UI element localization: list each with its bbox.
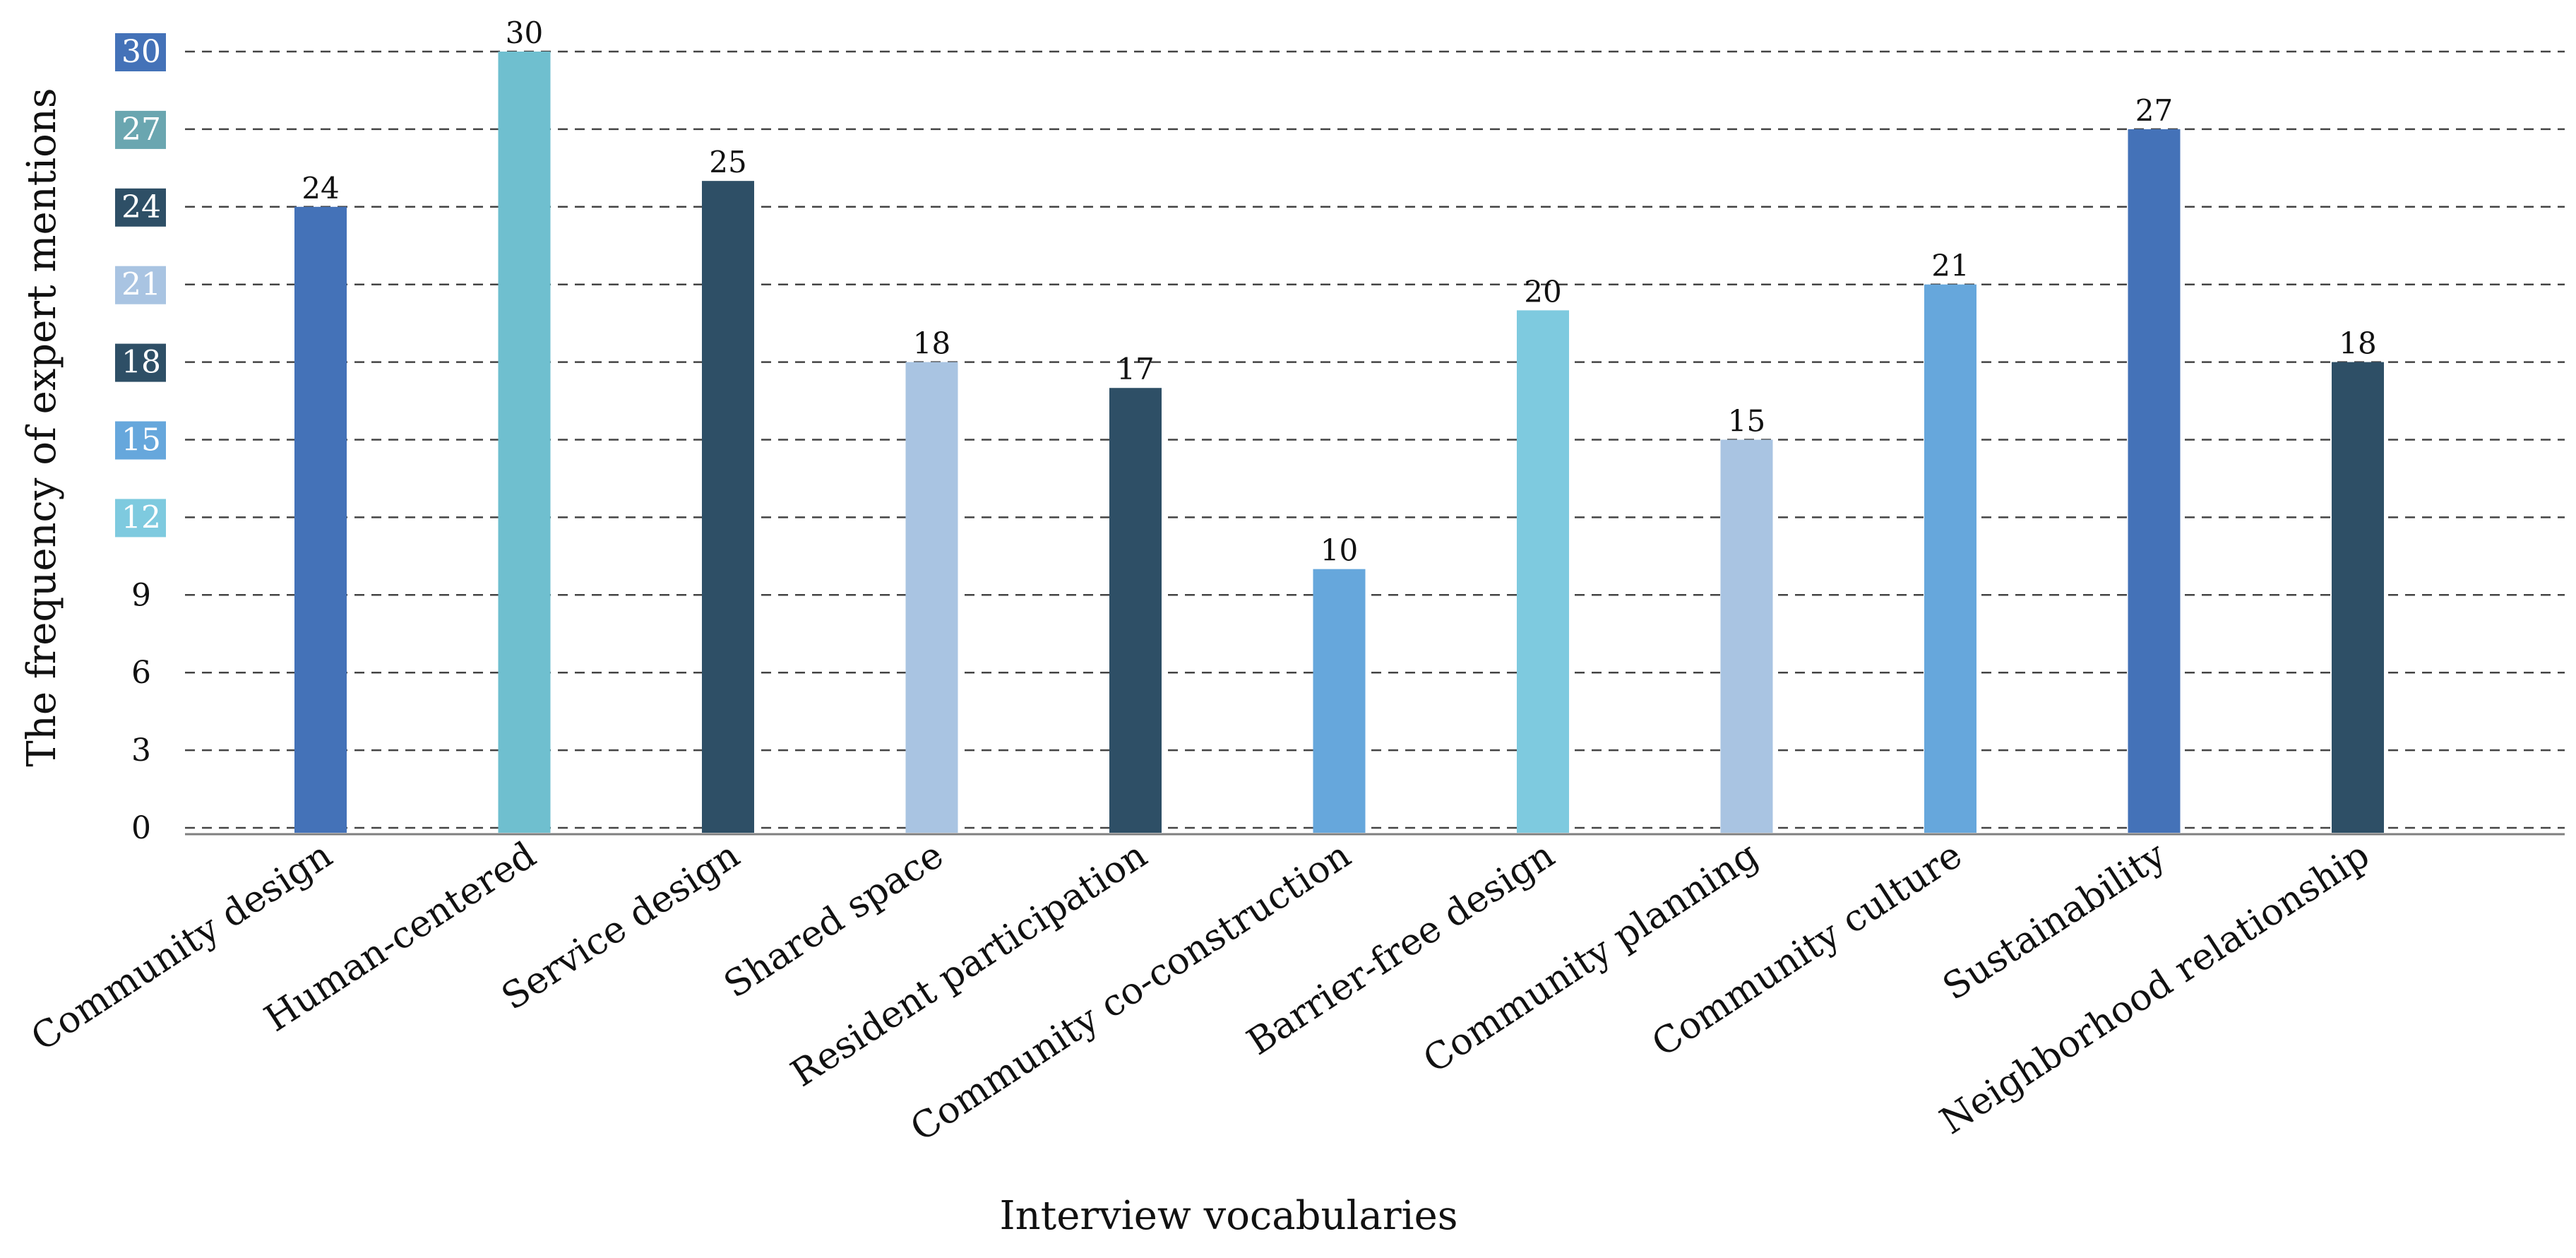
category-label-8: Community planning	[1416, 834, 1765, 1082]
bar-6	[1313, 569, 1366, 833]
data-label-9: 21	[1931, 249, 1969, 283]
data-label-1: 24	[302, 171, 339, 206]
bar-4	[905, 362, 958, 833]
bar-8	[1720, 439, 1773, 833]
y-tick-label-12: 12	[121, 499, 161, 535]
y-tick-badge-21	[115, 266, 166, 304]
y-tick-badge-15	[115, 421, 166, 460]
data-label-11: 18	[2339, 326, 2376, 361]
y-tick-label-27: 27	[121, 112, 161, 148]
y-tick-label-9: 9	[131, 577, 151, 613]
bar-10	[2128, 129, 2181, 833]
bars	[294, 52, 2384, 833]
bar-11	[2332, 362, 2384, 833]
data-label-7: 20	[1524, 274, 1561, 309]
y-tick-label-18: 18	[121, 345, 161, 381]
data-label-8: 15	[1728, 404, 1765, 439]
bar-9	[1924, 284, 1976, 833]
y-tick-badge-27	[115, 110, 166, 149]
bar-1	[294, 206, 347, 833]
data-label-2: 30	[506, 16, 543, 50]
y-tick-badge-18	[115, 343, 166, 382]
y-tick-label-30: 30	[121, 34, 161, 70]
y-tick-label-0: 0	[131, 810, 151, 846]
y-tick-badge-24	[115, 188, 166, 227]
y-axis-ticks: 0 3 6 9 12 15 18 21 24 27 30	[115, 33, 166, 846]
y-tick-label-15: 15	[121, 422, 161, 458]
bar-7	[1517, 310, 1569, 833]
data-label-5: 17	[1116, 352, 1154, 386]
data-label-4: 18	[913, 326, 950, 361]
data-label-10: 27	[2135, 93, 2173, 128]
y-tick-badge-30	[115, 33, 166, 71]
bar-3	[702, 181, 754, 833]
y-tick-label-24: 24	[121, 189, 161, 225]
y-tick-label-6: 6	[131, 655, 151, 691]
category-label-5: Resident participation	[784, 834, 1155, 1096]
bar-5	[1109, 388, 1162, 833]
y-tick-label-3: 3	[131, 732, 151, 769]
bar-2	[498, 52, 551, 833]
y-axis-title: The frequency of expert mentions	[19, 88, 65, 766]
data-label-6: 10	[1320, 533, 1358, 568]
x-axis-title: Interview vocabularies	[1000, 1193, 1458, 1239]
data-label-3: 25	[709, 145, 746, 179]
y-tick-label-21: 21	[121, 267, 161, 303]
y-tick-badge-12	[115, 499, 166, 538]
data-labels: 24 30 25 18 17 10 20 15 21 27 18	[302, 16, 2376, 568]
